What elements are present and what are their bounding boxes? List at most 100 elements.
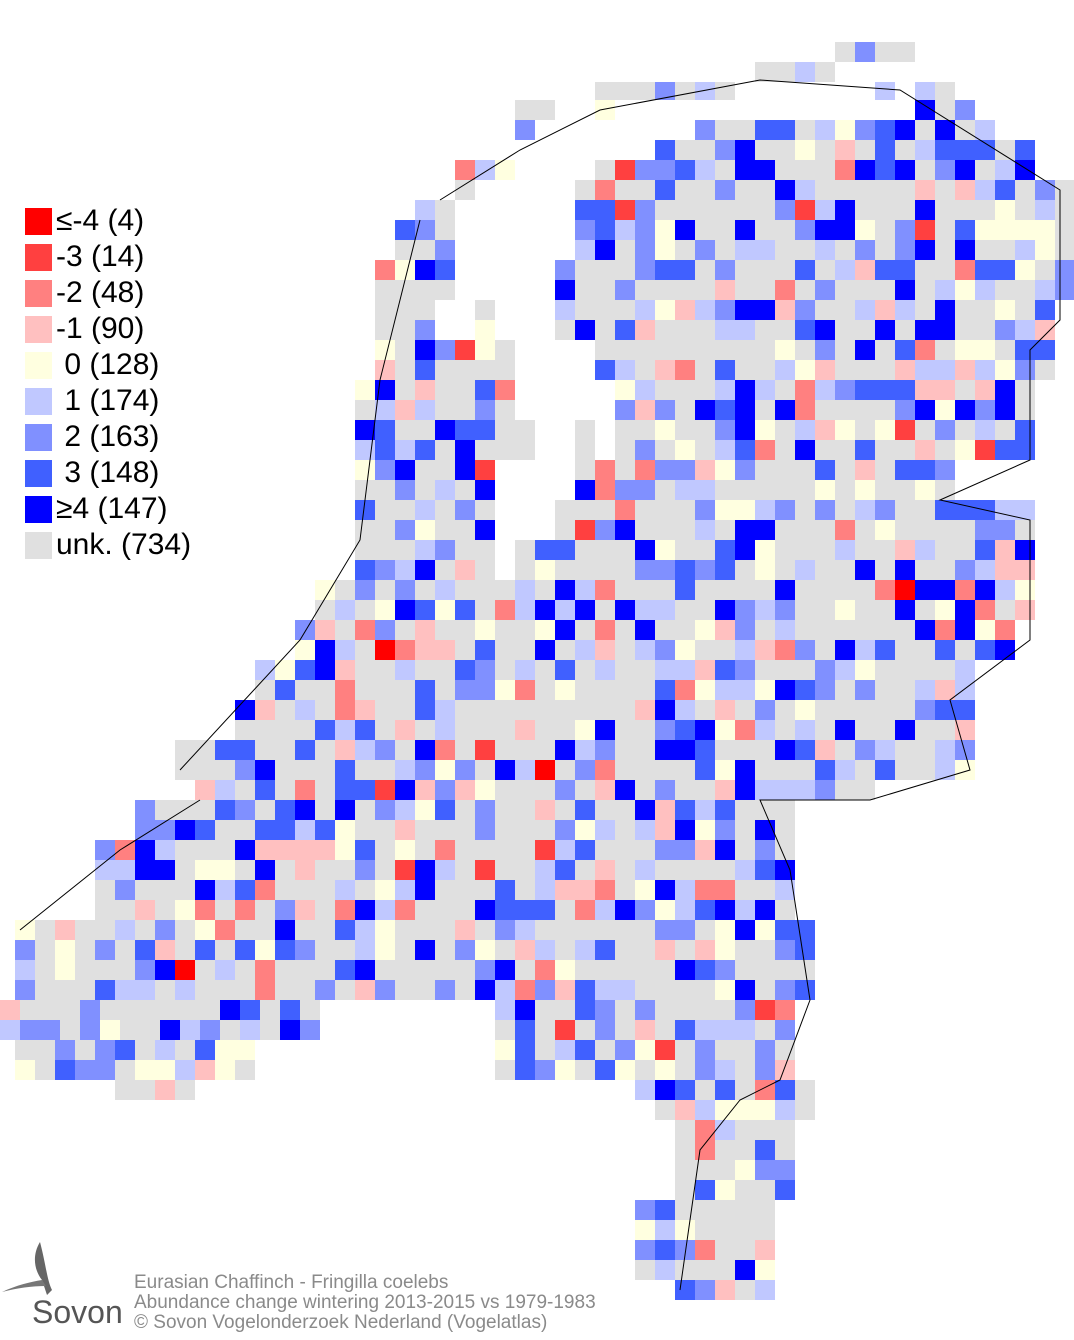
grid-cell (635, 160, 655, 180)
grid-cell (455, 680, 475, 700)
grid-cell (475, 980, 495, 1000)
grid-cell (955, 360, 975, 380)
grid-cell (75, 940, 95, 960)
grid-cell (575, 440, 595, 460)
grid-cell (335, 980, 355, 1000)
grid-cell (855, 780, 875, 800)
grid-cell (475, 780, 495, 800)
grid-cell (815, 240, 835, 260)
grid-cell (675, 940, 695, 960)
grid-cell (795, 320, 815, 340)
grid-cell (455, 860, 475, 880)
grid-cell (675, 660, 695, 680)
grid-cell (855, 260, 875, 280)
grid-cell (455, 580, 475, 600)
grid-cell (635, 840, 655, 860)
grid-cell (495, 820, 515, 840)
grid-cell (300, 1020, 320, 1040)
grid-cell (595, 82, 615, 100)
grid-cell (755, 260, 775, 280)
grid-cell (15, 980, 35, 1000)
grid-cell (155, 880, 175, 900)
grid-cell (260, 1020, 280, 1040)
legend-item: -2 (48) (25, 275, 191, 311)
grid-cell (615, 700, 635, 720)
grid-cell (655, 1020, 675, 1040)
grid-cell (75, 920, 95, 940)
grid-cell (675, 780, 695, 800)
grid-cell (495, 400, 515, 420)
grid-cell (695, 260, 715, 280)
grid-cell (355, 620, 375, 640)
grid-cell (75, 960, 95, 980)
grid-cell (855, 760, 875, 780)
grid-cell (895, 280, 915, 300)
grid-cell (675, 1100, 695, 1120)
grid-cell (95, 860, 115, 880)
grid-cell (775, 300, 795, 320)
grid-cell (375, 640, 395, 660)
grid-cell (855, 340, 875, 360)
grid-cell (295, 620, 315, 640)
grid-cell (35, 920, 55, 940)
grid-cell (140, 1000, 160, 1020)
grid-cell (955, 660, 975, 680)
grid-cell (875, 420, 895, 440)
grid-cell (435, 520, 455, 540)
grid-cell (315, 900, 335, 920)
grid-cell (815, 780, 835, 800)
grid-cell (735, 360, 755, 380)
grid-cell (415, 620, 435, 640)
grid-cell (655, 600, 675, 620)
grid-cell (295, 940, 315, 960)
grid-cell (935, 160, 955, 180)
grid-cell (1015, 220, 1035, 240)
grid-cell (815, 580, 835, 600)
grid-cell (475, 660, 495, 680)
grid-cell (935, 360, 955, 380)
grid-cell (615, 540, 635, 560)
grid-cell (275, 700, 295, 720)
grid-cell (815, 400, 835, 420)
grid-cell (695, 580, 715, 600)
grid-cell (1055, 200, 1074, 220)
grid-cell (635, 640, 655, 660)
grid-cell (915, 620, 935, 640)
grid-cell (695, 860, 715, 880)
grid-cell (275, 900, 295, 920)
grid-cell (575, 900, 595, 920)
grid-cell (1035, 260, 1055, 280)
grid-cell (895, 540, 915, 560)
grid-cell (655, 420, 675, 440)
grid-cell (875, 640, 895, 660)
legend-item: unk. (734) (25, 527, 191, 563)
grid-cell (535, 680, 555, 700)
grid-cell (995, 340, 1015, 360)
grid-cell (115, 1040, 135, 1060)
grid-cell (695, 1060, 715, 1080)
grid-cell (240, 1020, 260, 1040)
grid-cell (815, 220, 835, 240)
grid-cell (815, 660, 835, 680)
grid-cell (515, 620, 535, 640)
grid-cell (1035, 240, 1055, 260)
grid-cell (735, 200, 755, 220)
grid-cell (655, 240, 675, 260)
grid-cell (655, 1000, 675, 1020)
grid-cell (935, 480, 955, 500)
grid-cell (515, 1020, 535, 1040)
grid-cell (335, 580, 355, 600)
grid-cell (635, 380, 655, 400)
grid-cell (335, 920, 355, 940)
grid-cell (475, 340, 495, 360)
grid-cell (395, 900, 415, 920)
grid-cell (655, 280, 675, 300)
grid-cell (955, 200, 975, 220)
grid-cell (435, 900, 455, 920)
grid-cell (595, 360, 615, 380)
grid-cell (795, 700, 815, 720)
grid-cell (755, 440, 775, 460)
grid-cell (995, 540, 1015, 560)
grid-cell (875, 82, 895, 100)
grid-cell (815, 740, 835, 760)
